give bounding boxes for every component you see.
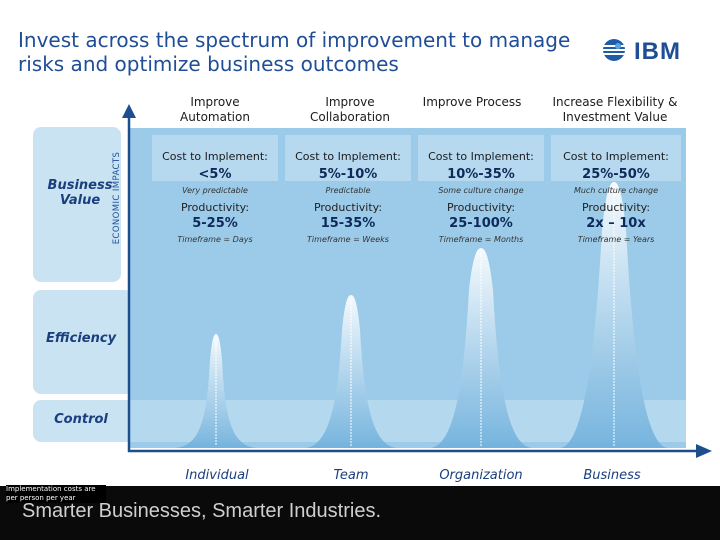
efficiency-band bbox=[33, 290, 133, 394]
cost-label-2: Cost to Implement: bbox=[295, 150, 401, 163]
productivity-value-2: 15-35% bbox=[320, 216, 376, 231]
scope-organization: Organization bbox=[439, 468, 523, 483]
productivity-label-2: Productivity: bbox=[313, 201, 383, 214]
timeframe-4: Timeframe = Years bbox=[577, 235, 655, 244]
cost-value-1: <5% bbox=[198, 167, 232, 182]
ibm-logo: IBM bbox=[603, 38, 681, 65]
timeframe-1: Timeframe = Days bbox=[177, 235, 253, 244]
cost-label-3: Cost to Implement: bbox=[428, 150, 534, 163]
cost-label-4: Cost to Implement: bbox=[563, 150, 669, 163]
scope-individual: Individual bbox=[185, 468, 249, 483]
column-header-box-2 bbox=[285, 135, 411, 181]
business-value-band bbox=[33, 127, 121, 282]
scope-team: Team bbox=[333, 468, 369, 483]
ibm-logo-text: IBM bbox=[634, 38, 681, 65]
productivity-label-1: Productivity: bbox=[180, 201, 250, 214]
column-details-4: Cost to Implement: 25%-50% Much culture … bbox=[550, 150, 682, 244]
control-label: Control bbox=[54, 412, 108, 427]
column-details-1: Cost to Implement: <5% Very predictable … bbox=[150, 150, 280, 244]
timeframe-3: Timeframe = Months bbox=[438, 235, 524, 244]
column-header-box-4 bbox=[551, 135, 681, 181]
productivity-label-3: Productivity: bbox=[446, 201, 516, 214]
x-axis-arrowhead bbox=[696, 444, 712, 458]
footer-tagline: Smarter Businesses, Smarter Industries. bbox=[22, 500, 382, 522]
column-heading-3: Improve Process bbox=[422, 95, 522, 109]
cost-value-4: 25%-50% bbox=[582, 167, 650, 182]
cost-label-1: Cost to Implement: bbox=[162, 150, 268, 163]
productivity-value-3: 25-100% bbox=[449, 216, 513, 231]
globe-icon bbox=[603, 39, 625, 61]
footer-bar bbox=[0, 486, 720, 540]
productivity-value-4: 2x – 10x bbox=[586, 216, 646, 231]
column-heading-4: Increase Flexibility & Investment Value bbox=[552, 95, 678, 124]
productivity-label-4: Productivity: bbox=[581, 201, 651, 214]
column-header-box-3 bbox=[418, 135, 544, 181]
cost-note-4: Much culture change bbox=[573, 186, 659, 195]
column-details-2: Cost to Implement: 5%-10% Predictable Pr… bbox=[283, 150, 413, 244]
column-header-box-1 bbox=[152, 135, 278, 181]
footnote: Implementation costs are per person per … bbox=[6, 485, 106, 503]
column-heading-1: Improve Automation bbox=[180, 95, 250, 124]
slide-title: Invest across the spectrum of improvemen… bbox=[18, 28, 571, 76]
y-axis-arrowhead bbox=[122, 104, 136, 118]
cost-note-2: Predictable bbox=[325, 186, 371, 195]
efficiency-label: Efficiency bbox=[45, 331, 117, 346]
peak-team bbox=[305, 295, 397, 448]
cost-note-3: Some culture change bbox=[438, 186, 524, 195]
cost-value-2: 5%-10% bbox=[318, 167, 378, 182]
column-details-3: Cost to Implement: 10%-35% Some culture … bbox=[416, 150, 546, 244]
cost-value-3: 10%-35% bbox=[447, 167, 515, 182]
timeframe-2: Timeframe = Weeks bbox=[307, 235, 389, 244]
column-heading-2: Improve Collaboration bbox=[310, 95, 390, 124]
business-value-label: Business Value bbox=[47, 178, 113, 208]
productivity-value-1: 5-25% bbox=[192, 216, 238, 231]
scope-business: Business bbox=[583, 468, 641, 483]
cost-note-1: Very predictable bbox=[182, 186, 248, 195]
